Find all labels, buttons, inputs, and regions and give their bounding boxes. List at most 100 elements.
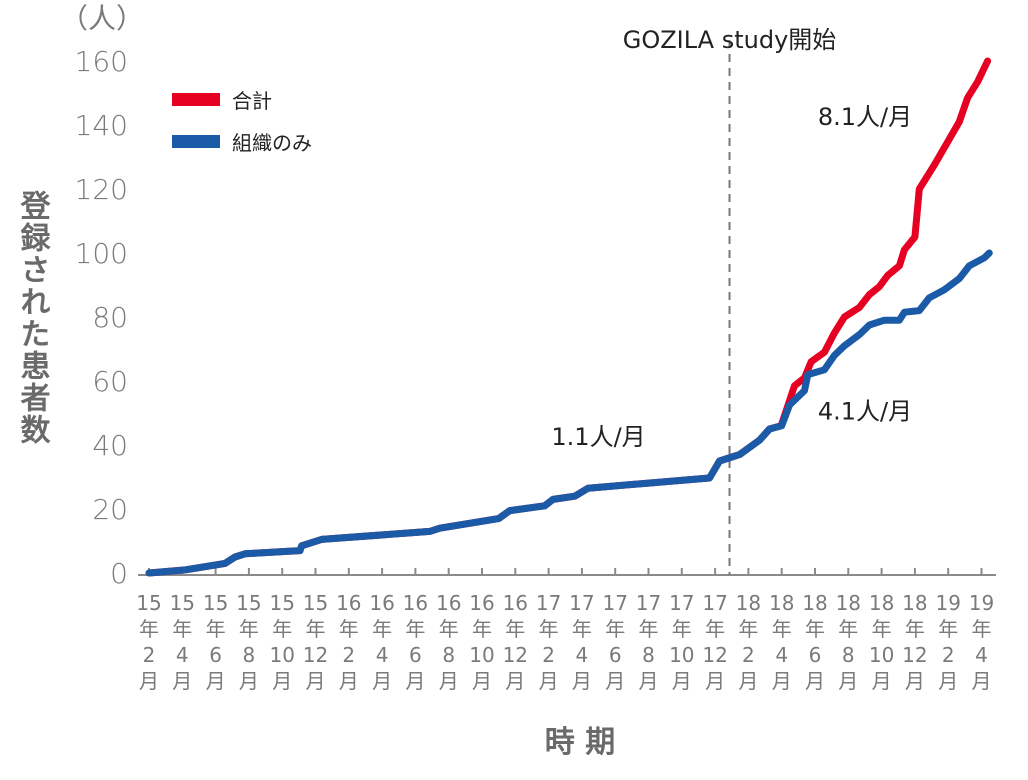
x-tick-label-part: 年 xyxy=(905,617,925,641)
rate-label-tissue: 4.1人/月 xyxy=(818,397,912,425)
x-tick-label-part: 18 xyxy=(869,591,894,615)
x-tick-label-part: 月 xyxy=(505,669,525,693)
x-tick-label-part: 6 xyxy=(409,643,422,667)
x-tick-label-part: 年 xyxy=(372,617,392,641)
x-tick-label-part: 月 xyxy=(339,669,359,693)
x-tick-label-part: 年 xyxy=(639,617,659,641)
x-tick-label-part: 15 xyxy=(136,591,161,615)
x-tick-label-part: 10 xyxy=(269,643,294,667)
x-tick-label-part: 月 xyxy=(272,669,292,693)
x-tick-label-part: 年 xyxy=(139,617,159,641)
x-tick-label-part: 月 xyxy=(872,669,892,693)
x-tick-label-part: 6 xyxy=(809,643,822,667)
x-tick-label-part: 年 xyxy=(239,617,259,641)
x-tick-label-part: 年 xyxy=(206,617,226,641)
x-tick-label-part: 年 xyxy=(172,617,192,641)
x-tick-label-part: 4 xyxy=(775,643,788,667)
x-tick-label-part: 16 xyxy=(369,591,394,615)
x-tick-label-part: 年 xyxy=(872,617,892,641)
x-tick-label-part: 月 xyxy=(239,669,259,693)
x-tick-label-part: 年 xyxy=(938,617,958,641)
x-tick-label-part: 月 xyxy=(439,669,459,693)
x-tick-label-part: 8 xyxy=(442,643,455,667)
series-lines xyxy=(145,57,993,577)
x-tick-label-part: 15 xyxy=(170,591,195,615)
x-tick-label-part: 12 xyxy=(303,643,328,667)
legend-swatch-tissue xyxy=(172,135,220,148)
x-tick-label-part: 月 xyxy=(972,669,992,693)
x-tick-label-part: 15 xyxy=(203,591,228,615)
x-tick-label-part: 月 xyxy=(672,669,692,693)
x-tick-label-part: 17 xyxy=(536,591,561,615)
x-tick-label-part: 2 xyxy=(143,643,156,667)
x-tick-label-part: 月 xyxy=(738,669,758,693)
x-tick-label-part: 6 xyxy=(609,643,622,667)
x-tick-label-part: 年 xyxy=(472,617,492,641)
x-ticks: 15年2月15年4月15年6月15年8月15年10月15年12月16年2月16年… xyxy=(136,568,994,693)
x-tick-label-part: 10 xyxy=(469,643,494,667)
x-tick-label-part: 月 xyxy=(139,669,159,693)
y-tick-label: 0 xyxy=(110,557,128,590)
x-tick-label-part: 12 xyxy=(503,643,528,667)
x-tick-label-part: 月 xyxy=(838,669,858,693)
legend: 合計 組織のみ xyxy=(172,89,312,155)
x-tick-label-part: 年 xyxy=(738,617,758,641)
x-tick-label-part: 2 xyxy=(742,643,755,667)
gozila-start-label: GOZILA study開始 xyxy=(623,26,837,54)
x-tick-label-part: 18 xyxy=(836,591,861,615)
y-axis-title: 登録された患者数 xyxy=(15,190,52,446)
x-tick-label-part: 17 xyxy=(602,591,627,615)
x-tick-label-part: 12 xyxy=(702,643,727,667)
y-axis-unit: （人） xyxy=(60,2,144,35)
x-tick-label-part: 10 xyxy=(869,643,894,667)
x-tick-label-part: 6 xyxy=(209,643,222,667)
x-tick-label-part: 10 xyxy=(669,643,694,667)
x-tick-label-part: 年 xyxy=(805,617,825,641)
legend-label-total: 合計 xyxy=(232,89,272,113)
x-tick-label-part: 16 xyxy=(403,591,428,615)
x-tick-label-part: 年 xyxy=(539,617,559,641)
x-tick-label-part: 19 xyxy=(935,591,960,615)
series-line-tissue xyxy=(145,249,993,577)
y-tick-label: 100 xyxy=(75,237,128,270)
x-tick-label-part: 17 xyxy=(636,591,661,615)
x-tick-label-part: 月 xyxy=(572,669,592,693)
x-tick-label-part: 年 xyxy=(505,617,525,641)
x-tick-label-part: 年 xyxy=(838,617,858,641)
x-axis-title: 時 期 xyxy=(545,725,615,760)
x-tick-label-part: 18 xyxy=(902,591,927,615)
x-tick-label-part: 年 xyxy=(306,617,326,641)
x-tick-label-part: 8 xyxy=(642,643,655,667)
x-tick-label-part: 月 xyxy=(705,669,725,693)
x-tick-label-part: 年 xyxy=(705,617,725,641)
x-tick-label-part: 年 xyxy=(572,617,592,641)
x-tick-label-part: 16 xyxy=(503,591,528,615)
x-tick-label-part: 15 xyxy=(303,591,328,615)
y-tick-label: 160 xyxy=(75,45,128,78)
x-tick-label-part: 18 xyxy=(769,591,794,615)
x-tick-label-part: 月 xyxy=(772,669,792,693)
x-tick-label-part: 年 xyxy=(772,617,792,641)
x-tick-label-part: 月 xyxy=(639,669,659,693)
x-tick-label-part: 19 xyxy=(969,591,994,615)
x-tick-label-part: 17 xyxy=(569,591,594,615)
x-tick-label-part: 年 xyxy=(439,617,459,641)
x-tick-label-part: 12 xyxy=(902,643,927,667)
